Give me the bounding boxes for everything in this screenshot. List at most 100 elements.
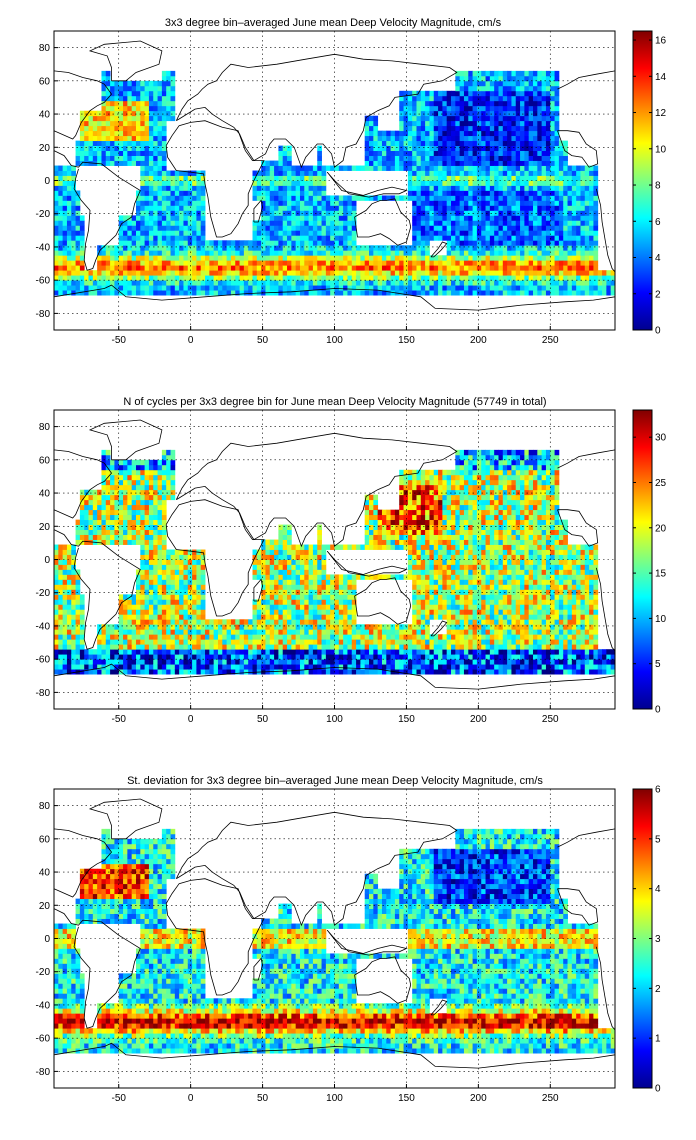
heat-cell [472, 115, 478, 122]
heat-cell [88, 110, 94, 117]
heat-cell [455, 260, 461, 266]
heat-cell [407, 90, 413, 97]
heat-cell [183, 654, 189, 660]
heat-cell [528, 95, 534, 102]
heat-cell [295, 180, 301, 186]
heat-cell [62, 175, 68, 181]
heat-cell [200, 589, 206, 595]
heat-cell [489, 100, 495, 107]
heat-cell [153, 180, 158, 186]
heat-cell [153, 270, 158, 276]
heat-cell [459, 255, 465, 261]
heat-cell [420, 115, 426, 122]
heat-cell [442, 105, 448, 112]
heat-cell [101, 95, 107, 102]
heat-cell [364, 120, 370, 127]
heat-cell [364, 290, 370, 296]
heat-cell [563, 180, 568, 186]
heat-cell [261, 270, 266, 276]
heat-cell [520, 100, 525, 107]
heat-cell [295, 170, 301, 176]
heat-cell [54, 579, 59, 585]
heat-cell [123, 639, 128, 645]
heat-cell [144, 150, 150, 156]
heat-cell [282, 270, 288, 276]
heat-cell [79, 290, 85, 296]
heat-cell [507, 245, 512, 251]
heat-cell [330, 220, 335, 226]
heat-cell [62, 604, 68, 610]
heat-cell [520, 95, 525, 102]
heat-cell [135, 145, 141, 151]
heat-cell [420, 95, 426, 102]
heat-cell [131, 514, 137, 521]
heat-cell [79, 125, 85, 132]
heat-cell [209, 644, 215, 650]
heat-cell [463, 185, 469, 191]
heat-cell [170, 644, 176, 650]
heat-cell [299, 210, 305, 216]
heat-cell [528, 140, 534, 147]
heat-cell [88, 664, 94, 670]
heat-cell [489, 245, 495, 251]
heat-cell [476, 145, 482, 151]
heat-cell [62, 599, 68, 605]
heat-cell [537, 130, 543, 137]
heat-cell [325, 250, 331, 256]
heat-cell [498, 205, 504, 211]
heat-cell [420, 180, 426, 186]
heat-cell [71, 619, 76, 625]
heat-cell [105, 270, 111, 276]
heat-cell [118, 280, 124, 286]
heat-cell [455, 100, 461, 107]
heat-cell [442, 130, 448, 137]
heat-cell [528, 220, 534, 226]
heat-cell [174, 190, 180, 196]
heat-cell [192, 250, 197, 256]
heat-cell [265, 160, 271, 166]
heat-cell [157, 514, 163, 521]
heat-cell [140, 190, 146, 196]
heat-cell [485, 220, 491, 226]
heat-cell [541, 105, 547, 112]
heat-cell [170, 75, 176, 82]
heat-cell [239, 270, 245, 276]
heat-cell [118, 120, 124, 127]
heat-cell [118, 604, 124, 610]
heat-cell [299, 260, 305, 266]
heat-cell [54, 549, 59, 555]
heat-cell [205, 265, 210, 271]
heat-cell [416, 135, 422, 142]
heat-cell [261, 260, 266, 266]
heat-cell [179, 594, 184, 600]
heat-cell [451, 195, 456, 201]
heat-cell [407, 180, 413, 186]
heat-cell [455, 225, 461, 231]
heat-cell [166, 639, 171, 645]
heat-cell [75, 654, 81, 660]
heat-cell [489, 160, 495, 166]
heat-cell [161, 175, 167, 181]
heat-cell [79, 529, 85, 535]
heat-cell [118, 624, 124, 630]
heat-cell [205, 270, 210, 276]
heat-cell [205, 275, 210, 281]
heat-cell [217, 629, 223, 635]
heat-cell [537, 100, 543, 107]
heat-cell [511, 210, 517, 216]
heat-cell [537, 175, 543, 181]
heat-cell [472, 190, 478, 196]
heat-cell [226, 659, 232, 665]
heat-cell [235, 280, 240, 286]
heat-cell [356, 165, 361, 171]
heat-cell [563, 230, 568, 236]
heat-cell [545, 185, 551, 191]
heat-cell [356, 285, 361, 291]
heat-cell [338, 235, 344, 241]
heat-cell [66, 564, 72, 570]
heat-cell [282, 150, 288, 156]
heat-cell [330, 210, 335, 216]
heat-cell [321, 265, 327, 271]
heat-cell [58, 599, 64, 605]
heat-cell [101, 70, 107, 77]
